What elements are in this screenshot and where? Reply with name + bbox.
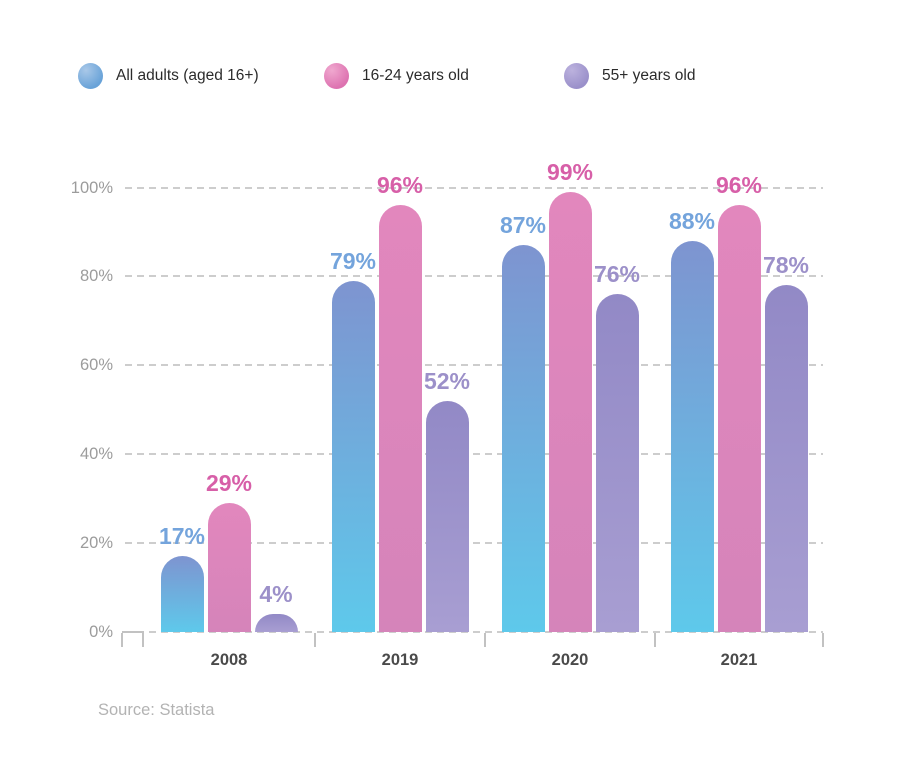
gridline-100 [125, 186, 823, 189]
bar-2008-55-years-old [254, 614, 298, 632]
value-label-2021-16-24-years-old: 96% [715, 172, 763, 199]
value-label-2008-55-years-old: 4% [259, 581, 293, 608]
y-axis-tick-label-100: 100% [70, 178, 113, 197]
bar-2019-55-years-old [425, 400, 469, 632]
legend-dot-16-24-icon [324, 63, 349, 89]
legend-item-all-adults: All adults (aged 16+) [78, 62, 259, 90]
legend-label-55-plus: 55+ years old [602, 67, 696, 84]
gridline-20 [125, 542, 823, 545]
legend-item-16-24: 16-24 years old [324, 62, 469, 90]
bar-2019-16-24-years-old [378, 205, 422, 632]
bar-2020-16-24-years-old [548, 192, 592, 632]
x-axis-label-2020: 2020 [551, 651, 589, 669]
x-axis-tick [121, 633, 123, 647]
x-axis-tick [314, 633, 316, 647]
value-label-2021-55-years-old: 78% [762, 252, 810, 279]
bar-2019-all-adults-aged-16 [331, 280, 375, 632]
bar-2008-all-adults-aged-16 [160, 556, 204, 632]
value-label-2019-all-adults-aged-16: 79% [329, 247, 377, 274]
legend-label-all-adults: All adults (aged 16+) [116, 67, 259, 84]
source-note: Source: Statista [98, 701, 215, 719]
legend-dot-all-adults-icon [78, 63, 103, 89]
x-axis-baseline [122, 631, 144, 633]
y-axis-tick-label-0: 0% [89, 623, 113, 641]
y-axis-tick-label-40: 40% [79, 445, 113, 464]
bar-2008-16-24-years-old [207, 503, 251, 632]
value-label-2021-all-adults-aged-16: 88% [668, 207, 716, 234]
x-axis-tick [142, 633, 144, 647]
bar-2021-all-adults-aged-16 [670, 240, 714, 632]
value-label-2020-all-adults-aged-16: 87% [499, 212, 547, 239]
legend-label-16-24: 16-24 years old [362, 67, 469, 84]
bar-2020-55-years-old [595, 294, 639, 632]
gridline-40 [125, 453, 823, 456]
x-axis-tick [822, 633, 824, 647]
value-label-2019-16-24-years-old: 96% [376, 172, 424, 199]
value-label-2008-16-24-years-old: 29% [205, 470, 253, 497]
gridline-80 [125, 275, 823, 278]
legend-item-55-plus: 55+ years old [564, 62, 696, 90]
y-axis-tick-label-20: 20% [79, 534, 113, 553]
y-axis-tick-label-60: 60% [79, 356, 113, 375]
value-label-2008-all-adults-aged-16: 17% [158, 523, 206, 550]
bar-2020-all-adults-aged-16 [501, 245, 545, 632]
bar-2021-55-years-old [764, 285, 808, 632]
bar-2021-16-24-years-old [717, 205, 761, 632]
x-axis-label-2019: 2019 [381, 651, 419, 669]
gridline-60 [125, 364, 823, 367]
legend-dot-55-plus-icon [564, 63, 589, 89]
x-axis-label-2021: 2021 [720, 651, 758, 669]
value-label-2020-55-years-old: 76% [593, 261, 641, 288]
gridline-0 [125, 631, 823, 633]
x-axis-tick [654, 633, 656, 647]
value-label-2019-55-years-old: 52% [423, 367, 471, 394]
x-axis-label-2008: 2008 [210, 651, 248, 669]
x-axis-tick [484, 633, 486, 647]
value-label-2020-16-24-years-old: 99% [546, 159, 594, 186]
y-axis-tick-label-80: 80% [79, 267, 113, 286]
